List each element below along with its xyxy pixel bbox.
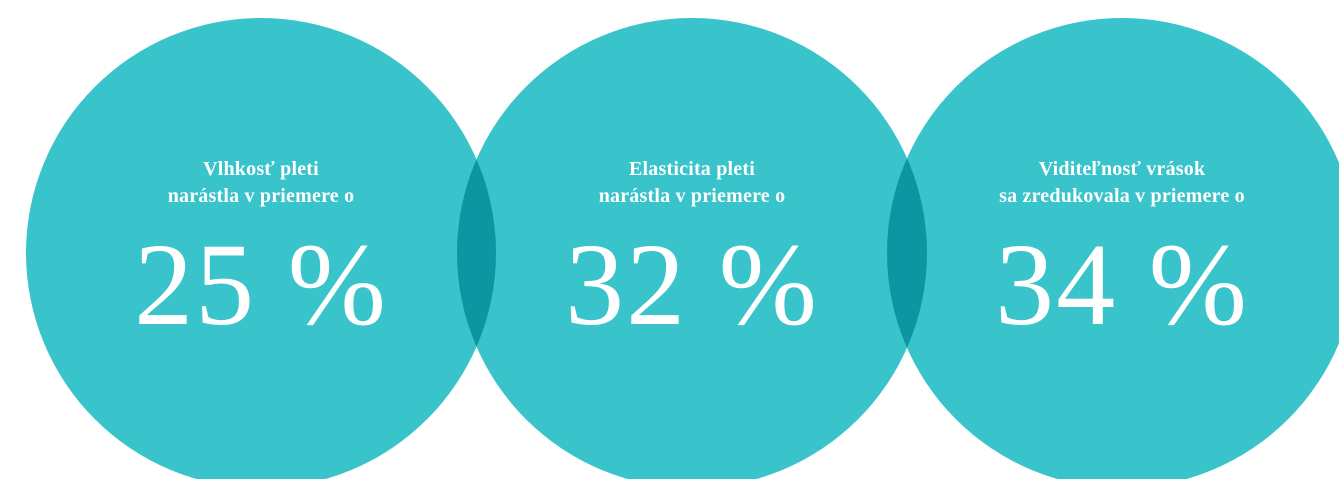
stat-value: 34 % (995, 219, 1249, 350)
stat-circle-wrinkles (887, 18, 1339, 479)
stat-label-line1: Elasticita pleti (629, 158, 755, 180)
stat-elasticity: Elasticita pleti narástla v priemere o 3… (457, 18, 927, 479)
stat-wrinkles: Viditeľnosť vrások sa zredukovala v prie… (887, 18, 1339, 479)
stat-value: 32 % (565, 219, 819, 350)
stat-label-line1: Viditeľnosť vrások (1038, 158, 1206, 180)
stat-label-line1: Vlhkosť pleti (203, 158, 319, 180)
stat-moisture: Vlhkosť pleti narástla v priemere o 25 % (26, 18, 496, 479)
stat-circle-elasticity (457, 18, 927, 479)
stat-label-line2: narástla v priemere o (598, 185, 786, 207)
stat-value: 25 % (134, 219, 388, 350)
stat-circle-moisture (26, 18, 496, 479)
stat-label: Vlhkosť pleti narástla v priemere o (26, 156, 496, 210)
stat-label-line2: narástla v priemere o (167, 185, 355, 207)
stat-label: Viditeľnosť vrások sa zredukovala v prie… (887, 156, 1339, 210)
stat-label-line2: sa zredukovala v priemere o (999, 185, 1245, 207)
stat-label: Elasticita pleti narástla v priemere o (457, 156, 927, 210)
